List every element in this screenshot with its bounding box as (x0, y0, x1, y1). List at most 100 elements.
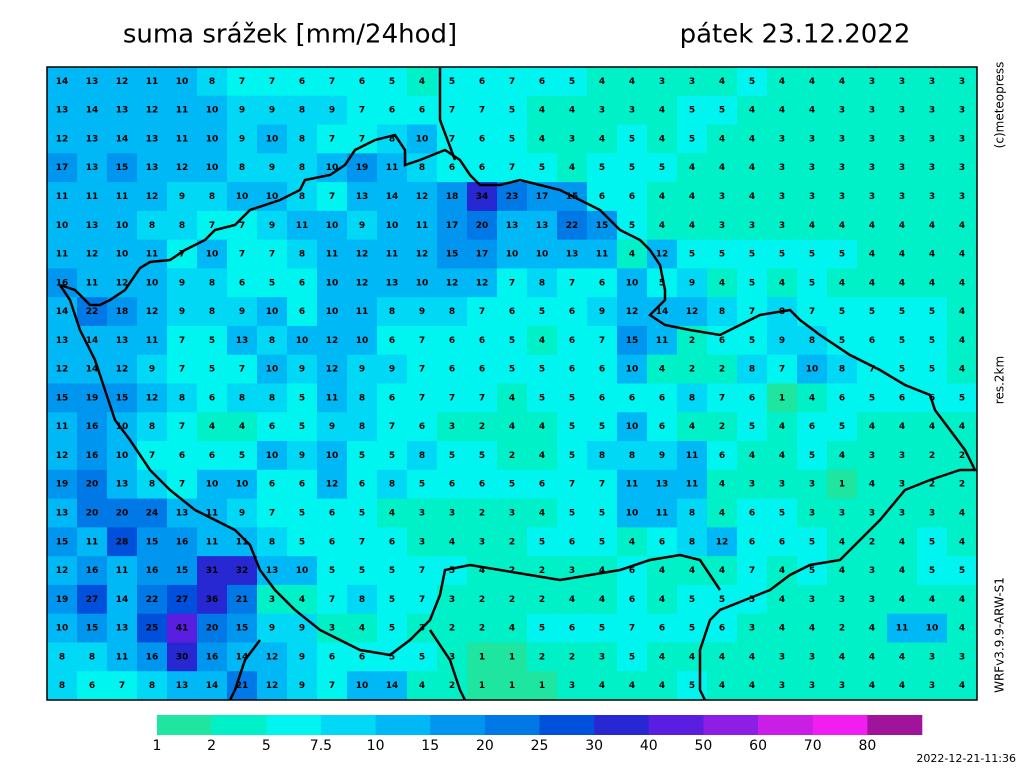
cell-shade (527, 469, 558, 500)
cell-value: 5 (689, 134, 695, 144)
cell-shade (107, 498, 138, 528)
cell-shade (827, 642, 858, 672)
cell-shade (527, 441, 558, 471)
cell-value: 11 (116, 652, 129, 662)
cell-value: 11 (56, 192, 69, 202)
cell-value: 13 (176, 681, 189, 691)
cell-value: 4 (599, 134, 605, 144)
cell-shade (737, 613, 768, 643)
cell-value: 7 (419, 336, 425, 346)
cell-value: 4 (959, 681, 965, 691)
cell-value: 6 (629, 566, 635, 576)
cell-value: 6 (299, 480, 305, 490)
cell-shade (347, 153, 378, 183)
cell-value: 2 (719, 365, 725, 375)
cell-value: 7 (479, 307, 485, 317)
cell-value: 4 (659, 681, 665, 691)
cell-shade (737, 210, 768, 241)
cell-shade (797, 383, 828, 413)
cell-value: 10 (386, 221, 399, 231)
cell-value: 10 (326, 307, 339, 317)
cell-value: 2 (539, 652, 545, 662)
cell-shade (737, 354, 768, 384)
cell-value: 4 (899, 566, 905, 576)
cell-value: 10 (206, 106, 219, 116)
cell-shade (197, 67, 228, 97)
cell-value: 12 (116, 365, 129, 375)
cell-value: 11 (626, 480, 639, 490)
cell-value: 9 (779, 336, 785, 346)
cell-value: 5 (809, 250, 815, 260)
cell-shade (887, 95, 918, 126)
cell-value: 11 (656, 336, 669, 346)
cell-shade (467, 268, 498, 298)
cell-value: 3 (689, 77, 695, 87)
cell-value: 5 (779, 250, 785, 260)
cell-shade (467, 182, 498, 212)
cell-value: 11 (146, 77, 159, 87)
cell-value: 10 (266, 307, 279, 317)
cell-shade (797, 642, 828, 672)
cell-shade (467, 441, 498, 471)
cell-value: 5 (599, 624, 605, 634)
cell-value: 4 (779, 422, 785, 432)
cell-shade (677, 95, 708, 126)
cell-value: 7 (449, 134, 455, 144)
cell-value: 16 (56, 278, 69, 288)
cell-value: 11 (686, 480, 699, 490)
cell-value: 7 (389, 422, 395, 432)
cell-shade (437, 527, 468, 557)
cell-value: 3 (869, 566, 875, 576)
cell-value: 6 (329, 652, 335, 662)
cell-value: 12 (416, 192, 429, 202)
cell-value: 7 (179, 422, 185, 432)
cell-value: 7 (329, 681, 335, 691)
cell-shade (917, 527, 948, 557)
cell-value: 1 (479, 681, 485, 691)
cell-shade (527, 95, 558, 126)
cell-value: 15 (176, 566, 189, 576)
cell-shade (77, 469, 108, 500)
cell-shade (917, 671, 948, 700)
cell-shade (47, 671, 78, 700)
cell-shade (707, 469, 738, 500)
cell-shade (377, 671, 408, 700)
cell-value: 8 (209, 192, 215, 202)
cell-value: 8 (359, 393, 365, 403)
cell-shade (827, 95, 858, 126)
cell-shade (497, 527, 528, 557)
cell-shade (917, 613, 948, 643)
cell-shade (707, 210, 738, 241)
cell-value: 9 (239, 307, 245, 317)
cell-shade (917, 441, 948, 471)
cell-value: 3 (719, 221, 725, 231)
cell-value: 4 (959, 336, 965, 346)
cell-shade (767, 153, 798, 183)
cell-value: 8 (419, 163, 425, 173)
cell-shade (857, 354, 888, 384)
cell-value: 3 (929, 106, 935, 116)
cell-value: 5 (209, 336, 215, 346)
cell-value: 3 (959, 192, 965, 202)
cell-value: 12 (86, 250, 99, 260)
cell-value: 4 (689, 566, 695, 576)
cell-shade (947, 182, 977, 212)
cell-shade (527, 210, 558, 241)
cell-shade (467, 325, 498, 356)
cell-shade (617, 297, 648, 327)
cell-value: 12 (56, 134, 69, 144)
cell-value: 5 (299, 393, 305, 403)
legend-label: 7.5 (310, 738, 332, 754)
cell-shade (227, 584, 258, 615)
cell-shade (527, 527, 558, 557)
cell-shade (257, 498, 288, 528)
cell-value: 10 (146, 278, 159, 288)
cell-shade (827, 153, 858, 183)
cell-shade (467, 613, 498, 643)
cell-shade (197, 153, 228, 183)
cell-value: 5 (719, 106, 725, 116)
cell-shade (677, 67, 708, 97)
cell-shade (287, 671, 318, 700)
cell-value: 6 (539, 480, 545, 490)
resolution: res.2km (993, 356, 1007, 404)
